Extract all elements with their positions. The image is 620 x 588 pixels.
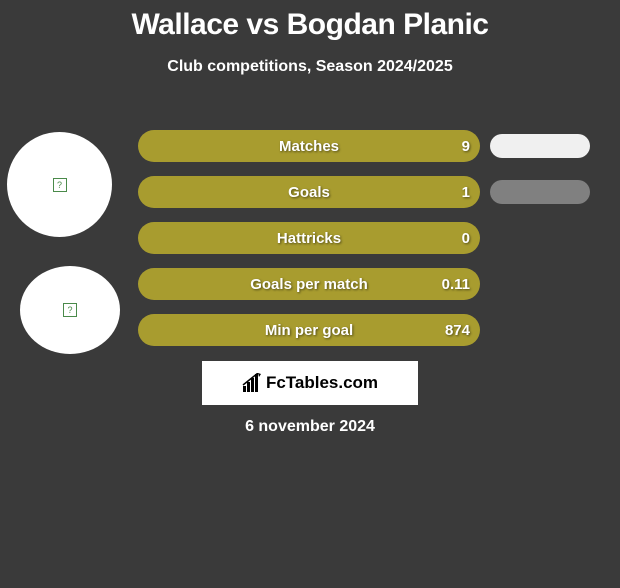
stat-value: 0.11 bbox=[442, 276, 470, 293]
stat-bar-main: Goals per match 0.11 bbox=[138, 268, 480, 300]
stat-label: Matches bbox=[279, 138, 339, 155]
branding-logo: FcTables.com bbox=[242, 373, 378, 393]
stat-value: 1 bbox=[462, 184, 470, 201]
stat-bar-secondary bbox=[490, 134, 590, 158]
page-title: Wallace vs Bogdan Planic bbox=[0, 8, 620, 42]
stats-container: Matches 9 Goals 1 Hattricks 0 Goals per … bbox=[138, 130, 600, 360]
stat-bar-main: Goals 1 bbox=[138, 176, 480, 208]
stat-label: Hattricks bbox=[277, 230, 341, 247]
player-avatar-2: ? bbox=[20, 266, 120, 354]
placeholder-icon: ? bbox=[53, 178, 67, 192]
date-label: 6 november 2024 bbox=[0, 418, 620, 436]
stat-bar-secondary bbox=[490, 180, 590, 204]
player-avatar-1: ? bbox=[7, 132, 112, 237]
placeholder-icon: ? bbox=[63, 303, 77, 317]
page-subtitle: Club competitions, Season 2024/2025 bbox=[0, 58, 620, 76]
stat-value: 874 bbox=[445, 322, 470, 339]
branding-badge: FcTables.com bbox=[202, 361, 418, 405]
branding-text: FcTables.com bbox=[266, 373, 378, 393]
stat-bar-main: Matches 9 bbox=[138, 130, 480, 162]
stat-row: Goals 1 bbox=[138, 176, 600, 208]
stat-row: Hattricks 0 bbox=[138, 222, 600, 254]
stat-row: Min per goal 874 bbox=[138, 314, 600, 346]
stat-label: Goals per match bbox=[250, 276, 368, 293]
chart-icon bbox=[242, 373, 262, 393]
stat-bar-main: Min per goal 874 bbox=[138, 314, 480, 346]
stat-bar-main: Hattricks 0 bbox=[138, 222, 480, 254]
stat-label: Min per goal bbox=[265, 322, 353, 339]
stat-row: Matches 9 bbox=[138, 130, 600, 162]
stat-row: Goals per match 0.11 bbox=[138, 268, 600, 300]
stat-value: 9 bbox=[462, 138, 470, 155]
stat-label: Goals bbox=[288, 184, 330, 201]
stat-value: 0 bbox=[462, 230, 470, 247]
